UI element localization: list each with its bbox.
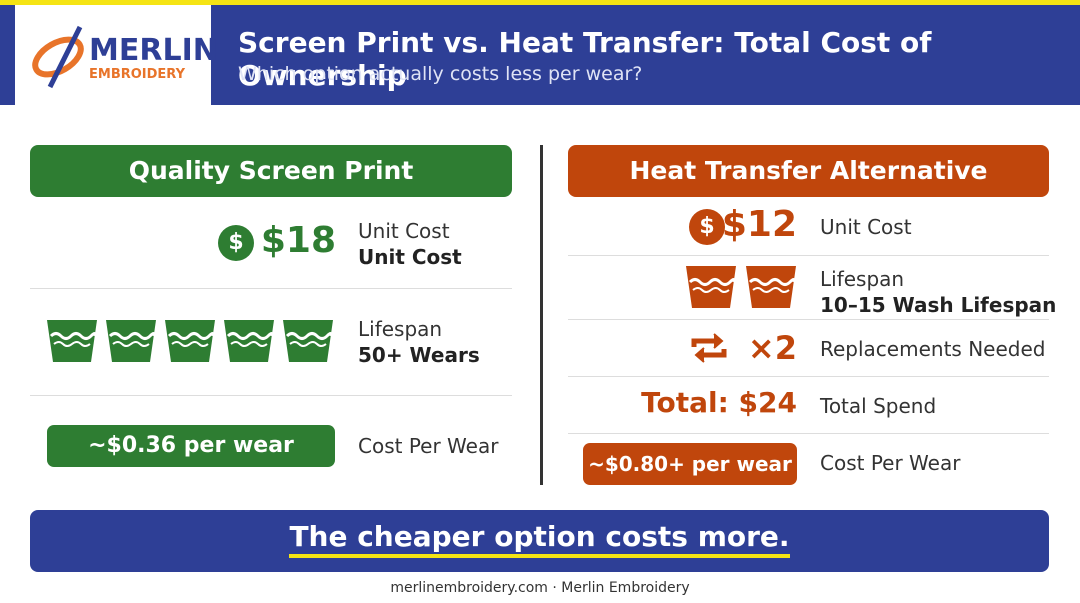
row-label: Replacements Needed — [820, 337, 1046, 361]
row-divider — [30, 395, 512, 396]
wash-icons — [686, 266, 796, 308]
coin-icon: $ — [689, 209, 725, 245]
left-heading: Quality Screen Print — [30, 145, 512, 197]
row-detail: 50+ Wears — [358, 343, 480, 367]
footer: merlinembroidery.com · Merlin Embroidery — [390, 580, 690, 596]
banner-text: The cheaper option costs more. — [289, 520, 790, 558]
logo-sub: EMBROIDERY — [89, 67, 186, 82]
row-label: Lifespan — [820, 267, 905, 291]
replacements-value: ×2 — [747, 329, 797, 367]
row-label: Lifespan — [358, 317, 443, 341]
row-detail: 10–15 Wash Lifespan — [820, 293, 1057, 317]
row-divider — [568, 255, 1049, 256]
cost-badge: ~$0.36 per wear — [47, 425, 335, 467]
coin-icon: $ — [218, 225, 254, 261]
top-stripe — [0, 0, 1080, 5]
row-divider — [568, 376, 1049, 377]
unit-cost-value: $18 — [260, 220, 336, 261]
row-label: Total Spend — [820, 394, 937, 418]
logo-name: MERLIN — [89, 33, 218, 68]
row-label: Unit Cost — [820, 215, 912, 239]
row-divider — [568, 433, 1049, 434]
row-detail: Unit Cost — [358, 245, 462, 269]
banner: The cheaper option costs more. — [30, 510, 1049, 572]
total-value: Total: $24 — [641, 386, 797, 419]
logo-icon — [32, 25, 84, 89]
row-label: Unit Cost — [358, 219, 450, 243]
divider — [540, 145, 543, 485]
repeat-icon — [691, 333, 727, 363]
cost-badge: ~$0.80+ per wear — [583, 443, 797, 485]
row-label: Cost Per Wear — [820, 451, 961, 475]
wash-icons — [47, 320, 333, 362]
row-label: Cost Per Wear — [358, 434, 499, 458]
right-heading: Heat Transfer Alternative — [568, 145, 1049, 197]
logo-box: MERLIN EMBROIDERY — [15, 5, 218, 105]
unit-cost-value: $12 — [721, 204, 797, 245]
subtitle: Which option actually costs less per wea… — [238, 63, 643, 85]
row-divider — [568, 319, 1049, 320]
title: Screen Print vs. Heat Transfer: Total Co… — [238, 26, 932, 92]
row-divider — [30, 288, 512, 289]
